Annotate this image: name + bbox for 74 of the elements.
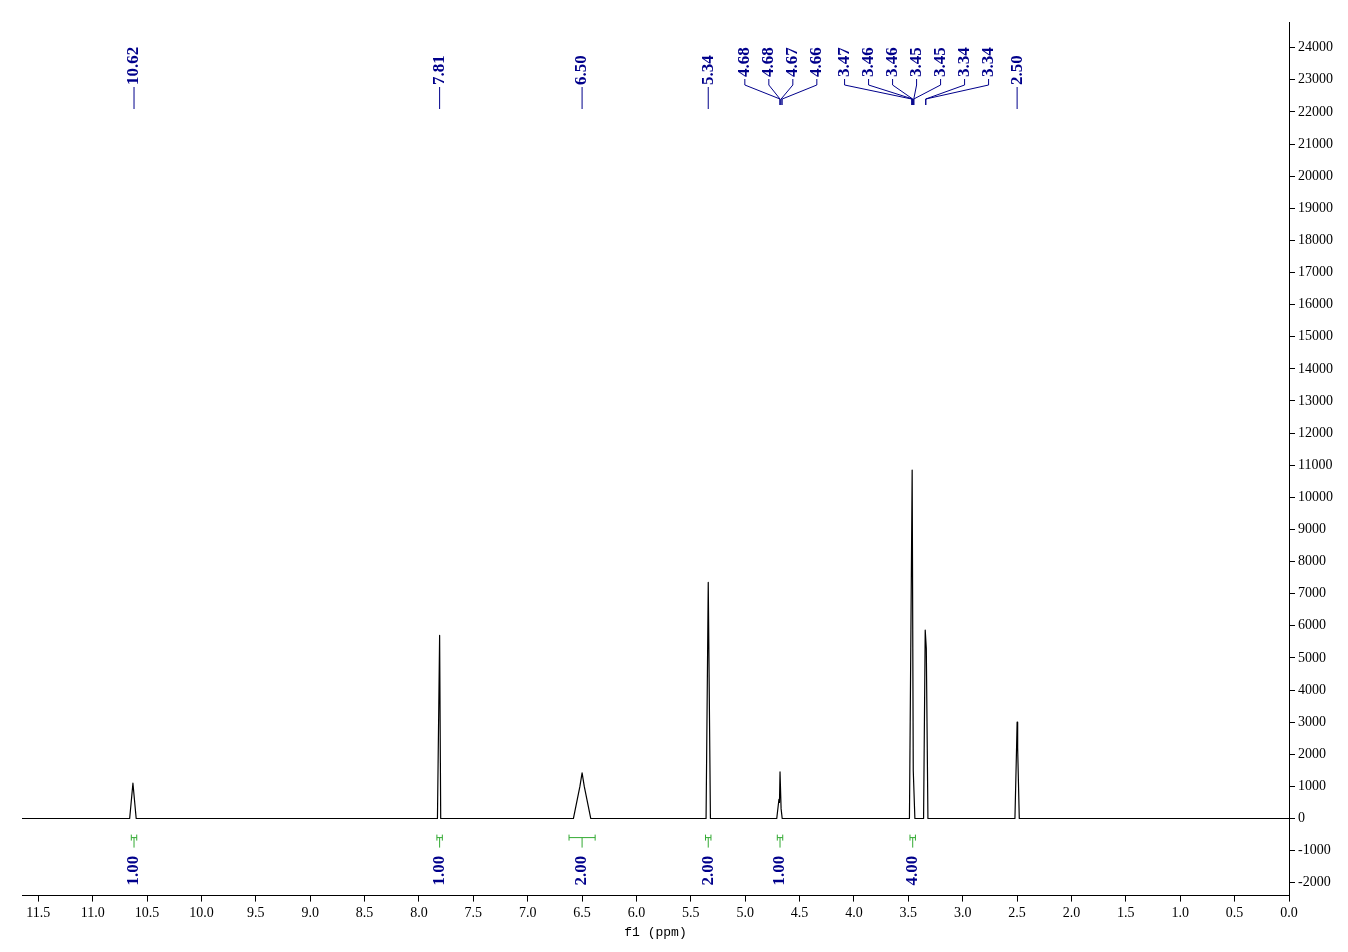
annotation: 2.50: [1006, 55, 1026, 85]
x-tick-label: 1.0: [1171, 904, 1189, 920]
x-axis-title: f1 (ppm): [624, 924, 687, 940]
y-tick-label: 0: [1298, 810, 1305, 826]
y-tick-label: 16000: [1298, 296, 1333, 312]
y-tick-label: -1000: [1298, 842, 1331, 858]
annotation: 2.00: [571, 855, 591, 886]
y-tick-label: 23000: [1298, 71, 1333, 87]
annotation: 6.50: [571, 55, 591, 85]
y-tick-label: 5000: [1298, 649, 1326, 665]
x-tick-label: 9.0: [301, 904, 319, 920]
y-tick-label: 13000: [1298, 392, 1333, 408]
x-tick-label: 11.0: [80, 904, 105, 920]
annotation: 3.46: [881, 47, 901, 77]
y-tick-label: 21000: [1298, 135, 1333, 151]
y-tick-label: 24000: [1298, 39, 1333, 55]
annotation: 4.66: [806, 47, 826, 77]
x-tick-label: 4.5: [790, 904, 809, 920]
y-tick-label: 18000: [1298, 232, 1333, 248]
annotation: 1.00: [769, 855, 789, 886]
annotation: 3.34: [953, 46, 973, 77]
x-tick-label: 7.0: [518, 904, 537, 920]
y-tick-label: 15000: [1298, 328, 1333, 344]
x-tick-label: 7.5: [464, 904, 483, 920]
x-tick-label: 8.0: [410, 904, 428, 920]
x-tick-label: 2.0: [1062, 904, 1081, 920]
y-tick-label: 10000: [1298, 489, 1333, 505]
x-tick-label: 0.0: [1280, 904, 1298, 920]
annotation: 1.00: [123, 855, 143, 886]
y-tick-label: -2000: [1298, 874, 1331, 890]
x-tick-label: 10.0: [189, 904, 214, 920]
annotation: 7.81: [429, 55, 449, 85]
x-tick-label: 3.5: [899, 904, 918, 920]
y-tick-label: 12000: [1298, 424, 1333, 440]
annotation: 4.00: [902, 855, 922, 886]
x-tick-label: 6.5: [573, 904, 591, 920]
annotation: 3.47: [833, 46, 853, 77]
annotation: 4.68: [734, 47, 754, 77]
y-tick-label: 20000: [1298, 167, 1333, 183]
annotation: 4.68: [758, 47, 778, 77]
x-tick-label: 2.5: [1008, 904, 1026, 920]
x-tick-label: 1.5: [1117, 904, 1135, 920]
y-tick-label: 22000: [1298, 103, 1333, 119]
annotation: 3.34: [977, 46, 997, 77]
y-tick-label: 3000: [1298, 713, 1326, 729]
x-tick-label: 8.5: [355, 904, 374, 920]
x-tick-label: 4.0: [845, 904, 863, 920]
x-tick-label: 10.5: [134, 904, 160, 920]
y-tick-label: 1000: [1298, 778, 1326, 794]
x-tick-label: 9.5: [247, 904, 265, 920]
annotation: 3.45: [905, 47, 925, 77]
y-tick-label: 9000: [1298, 521, 1326, 537]
y-tick-label: 6000: [1298, 617, 1326, 633]
y-tick-label: 2000: [1298, 745, 1326, 761]
x-tick-label: 5.0: [736, 904, 754, 920]
y-tick-label: 7000: [1298, 585, 1326, 601]
y-tick-label: 19000: [1298, 199, 1333, 215]
annotation: 10.62: [123, 46, 143, 85]
y-tick-label: 17000: [1298, 264, 1333, 280]
x-tick-label: 3.0: [953, 904, 972, 920]
y-tick-label: 11000: [1298, 456, 1333, 472]
annotation: 3.46: [857, 47, 877, 77]
annotation: 4.67: [782, 46, 802, 77]
annotation: 3.45: [929, 47, 949, 77]
annotation: 5.34: [697, 54, 717, 85]
x-tick-label: 5.5: [682, 904, 700, 920]
x-tick-label: 0.5: [1225, 904, 1244, 920]
annotation: 2.00: [697, 855, 717, 886]
annotation: 1.00: [429, 855, 449, 886]
x-tick-label: 6.0: [627, 904, 646, 920]
y-tick-label: 4000: [1298, 681, 1326, 697]
y-tick-label: 14000: [1298, 360, 1333, 376]
y-tick-label: 8000: [1298, 553, 1326, 569]
x-tick-label: 11.5: [26, 904, 51, 920]
